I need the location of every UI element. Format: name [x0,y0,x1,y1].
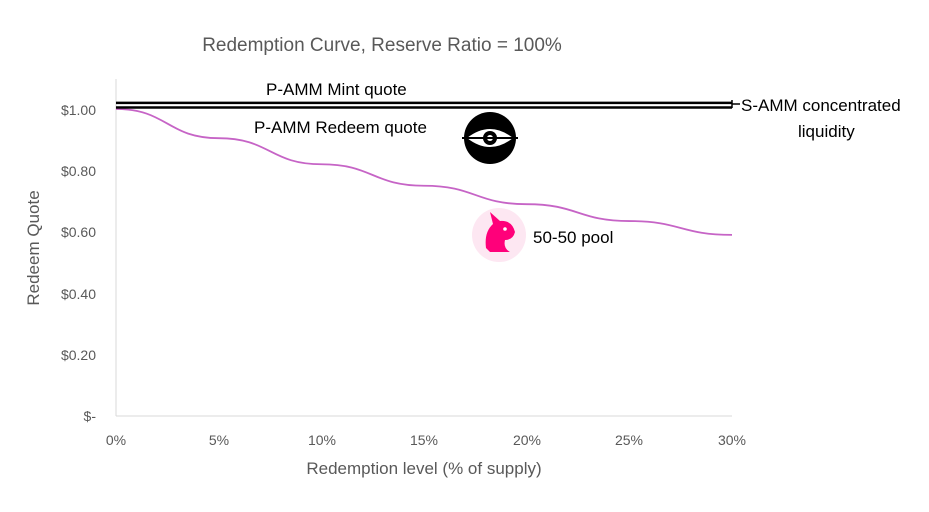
x-tick-label: 0% [106,432,126,448]
series-line-5050-pool [115,108,733,236]
mint-quote-label: P-AMM Mint quote [266,80,407,99]
y-tick-label: $0.20 [61,347,96,363]
y-axis-label: Redeem Quote [24,190,43,305]
samm-label-line2: liquidity [798,122,855,141]
series-layer [115,101,733,236]
y-tick-label: $- [84,408,97,424]
unicorn-logo-icon [472,208,526,262]
pool-label: 50-50 pool [533,228,613,247]
redeem-quote-label: P-AMM Redeem quote [254,118,427,137]
x-tick-label: 25% [615,432,643,448]
x-tick-label: 30% [718,432,746,448]
samm-label-line1: S-AMM concentrated [741,96,901,115]
x-axis-ticks: 0% 5% 10% 15% 20% 25% 30% [106,432,746,448]
x-tick-label: 15% [410,432,438,448]
y-tick-label: $0.40 [61,286,96,302]
y-tick-label: $1.00 [61,102,96,118]
black-eye-logo-icon [462,112,518,164]
y-axis-ticks: $- $0.20 $0.40 $0.60 $0.80 $1.00 [61,102,96,424]
x-axis-label: Redemption level (% of supply) [306,459,541,478]
y-tick-label: $0.80 [61,163,96,179]
chart-title: Redemption Curve, Reserve Ratio = 100% [202,35,562,56]
x-tick-label: 5% [209,432,229,448]
y-tick-label: $0.60 [61,224,96,240]
x-tick-label: 10% [308,432,336,448]
x-tick-label: 20% [513,432,541,448]
